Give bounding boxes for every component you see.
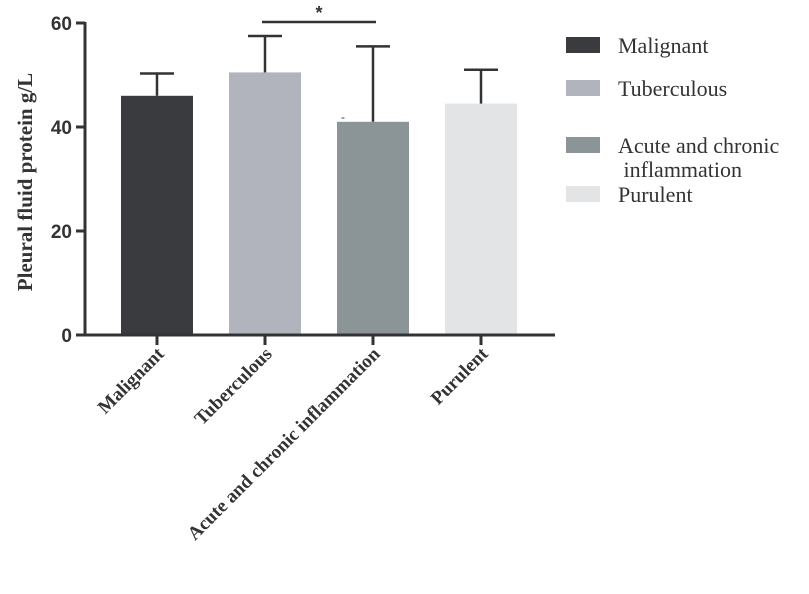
legend-label-3-line-1: Acute and chronic [618, 133, 779, 158]
legend-swatch-2 [566, 80, 600, 96]
bar-4 [445, 103, 517, 335]
y-axis-title: Pleural fluid protein g/L [13, 73, 37, 291]
legend-label-4: Purulent [618, 182, 693, 207]
bar-1 [121, 95, 193, 335]
axes [76, 21, 555, 345]
x-category-label-3: Acute and chronic inflammation [184, 343, 385, 544]
legend-label-3-line-2: inflammation [618, 157, 742, 182]
x-category-label-2: Tuberculous [191, 344, 277, 430]
annotation-1: - [341, 110, 345, 124]
error-bars [140, 34, 498, 122]
x-category-label-1: Malignant [94, 343, 169, 418]
legend-swatch-1 [566, 37, 600, 53]
legend: Malignant Tuberculous Acute and chronic in… [566, 33, 779, 207]
y-tick-label-20: 20 [51, 222, 72, 243]
legend-label-1: Malignant [618, 33, 708, 58]
significance-label-1: * [315, 3, 322, 23]
y-tick-label-40: 40 [51, 118, 72, 139]
legend-label-2: Tuberculous [618, 76, 727, 101]
y-tick-label-60: 60 [51, 14, 72, 35]
y-tick-label-0: 0 [61, 326, 72, 347]
bars [121, 72, 517, 336]
legend-swatch-4 [566, 186, 600, 202]
x-category-label-4: Purulent [427, 343, 493, 409]
bar-3 [337, 121, 409, 335]
legend-swatch-3 [566, 137, 600, 153]
bar-2 [229, 72, 301, 336]
